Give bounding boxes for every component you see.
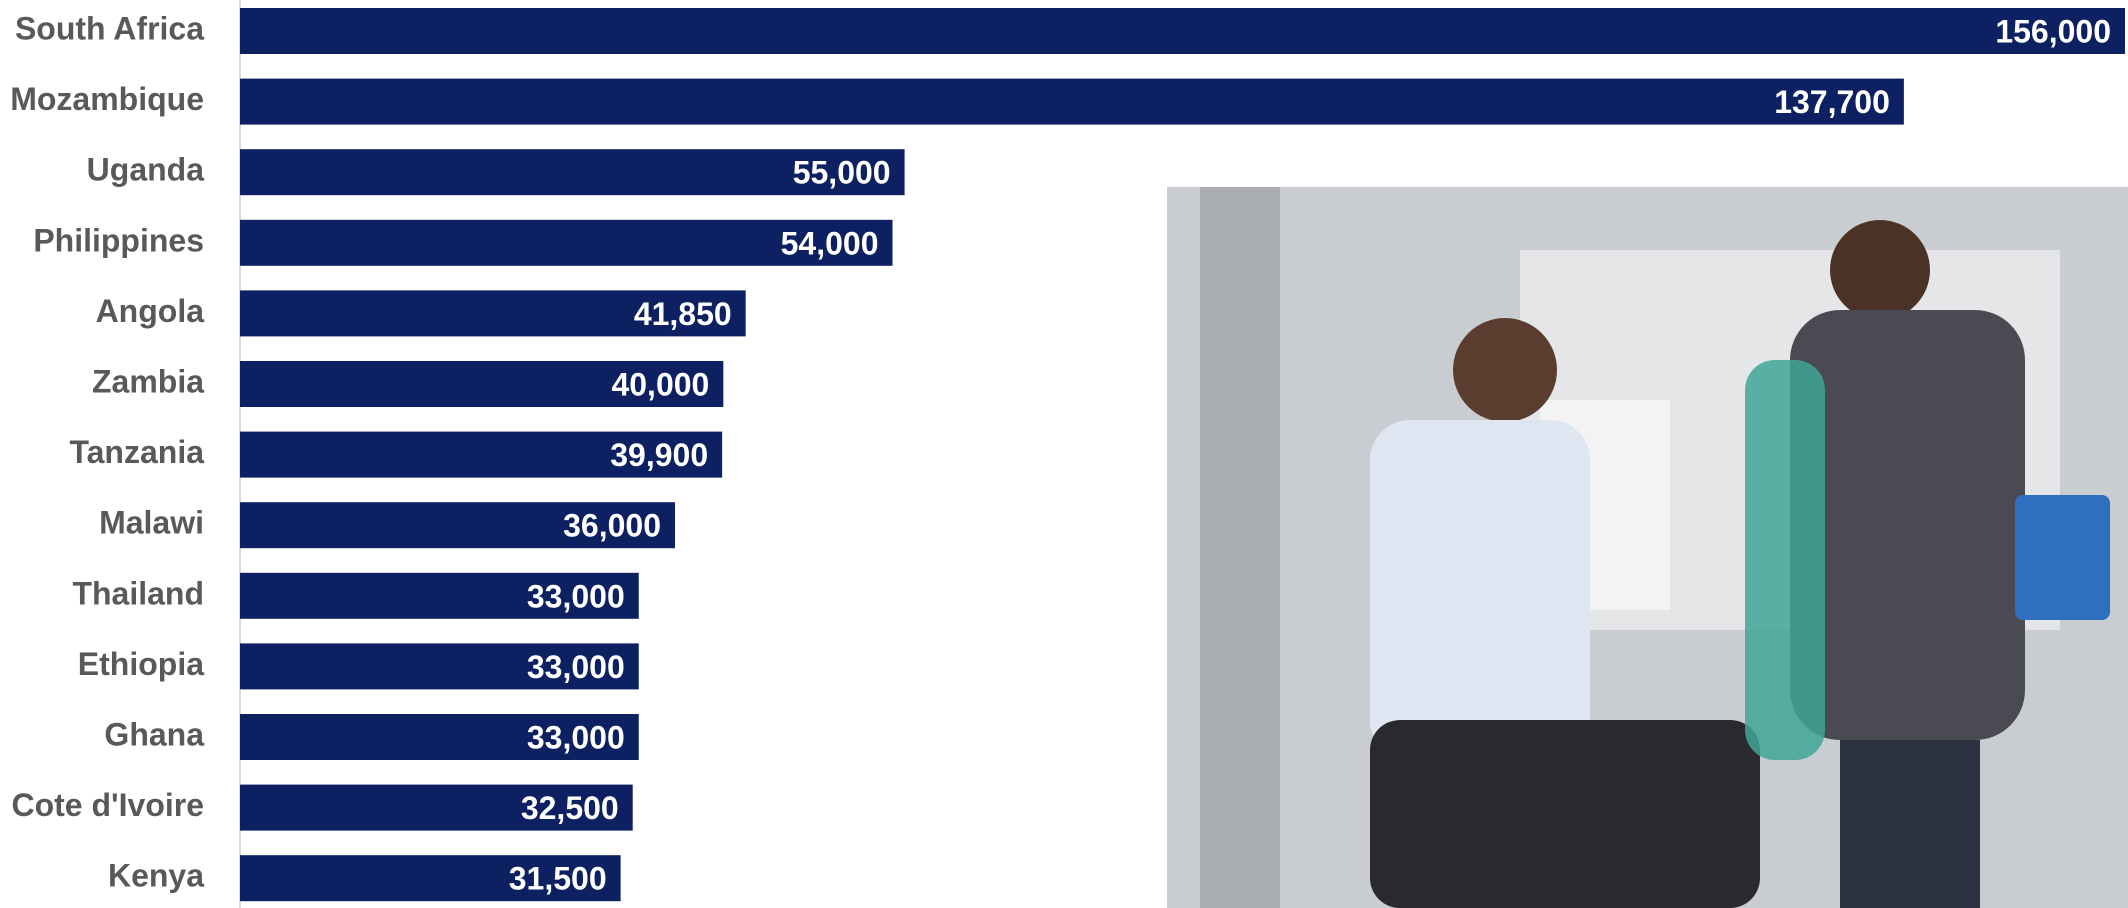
bar: [240, 572, 639, 619]
value-label: 40,000: [611, 366, 709, 402]
y-tick-label: Tanzania: [69, 434, 204, 470]
photo-apron: [1745, 360, 1825, 760]
y-tick-label: Mozambique: [10, 81, 204, 117]
photo-man-head: [1453, 318, 1557, 422]
photo-door: [1200, 187, 1280, 908]
bar: [240, 219, 893, 266]
y-tick-label: Malawi: [99, 505, 204, 541]
bar: [240, 502, 675, 549]
bar: [240, 290, 746, 337]
y-tick-label: Thailand: [72, 575, 204, 611]
bar: [240, 8, 2125, 54]
value-label: 156,000: [1995, 13, 2111, 49]
value-label: 54,000: [781, 225, 879, 261]
photo-woman-trousers: [1840, 740, 1980, 908]
y-tick-label: Ethiopia: [78, 646, 204, 682]
photo-woman-jacket: [1790, 310, 2025, 740]
value-label: 41,850: [634, 296, 732, 332]
value-label: 32,500: [521, 790, 619, 826]
value-label: 33,000: [527, 719, 625, 755]
bar: [240, 431, 723, 478]
value-label: 36,000: [563, 508, 661, 544]
y-tick-label: Uganda: [87, 152, 205, 188]
value-label: 137,700: [1774, 84, 1890, 120]
value-label: 39,900: [610, 437, 708, 473]
y-tick-label: South Africa: [15, 10, 204, 46]
photo-man-trousers: [1370, 720, 1760, 908]
value-label: 33,000: [527, 578, 625, 614]
value-label: 55,000: [793, 155, 891, 191]
bar: [240, 78, 1904, 125]
y-tick-label: Cote d'Ivoire: [11, 787, 204, 823]
value-label: 33,000: [527, 649, 625, 685]
y-tick-label: Philippines: [33, 222, 204, 258]
bar: [240, 361, 724, 407]
bar: [240, 855, 621, 902]
photo-woman-head: [1830, 220, 1930, 320]
y-tick-label: Ghana: [104, 716, 204, 752]
y-tick-label: Kenya: [108, 858, 204, 894]
photo: South Africa 156,000 Mozambique 137,700 Ugan…: [10, 8, 2128, 908]
photo-cooler: [2015, 495, 2110, 620]
y-tick-label: Angola: [96, 293, 205, 329]
value-label: 31,500: [509, 861, 607, 897]
bar: [240, 714, 639, 760]
bar: [240, 643, 639, 690]
bar: [240, 784, 633, 831]
y-tick-label: Zambia: [92, 363, 204, 399]
bar: [240, 149, 905, 196]
photo-man-shirt: [1370, 420, 1590, 760]
